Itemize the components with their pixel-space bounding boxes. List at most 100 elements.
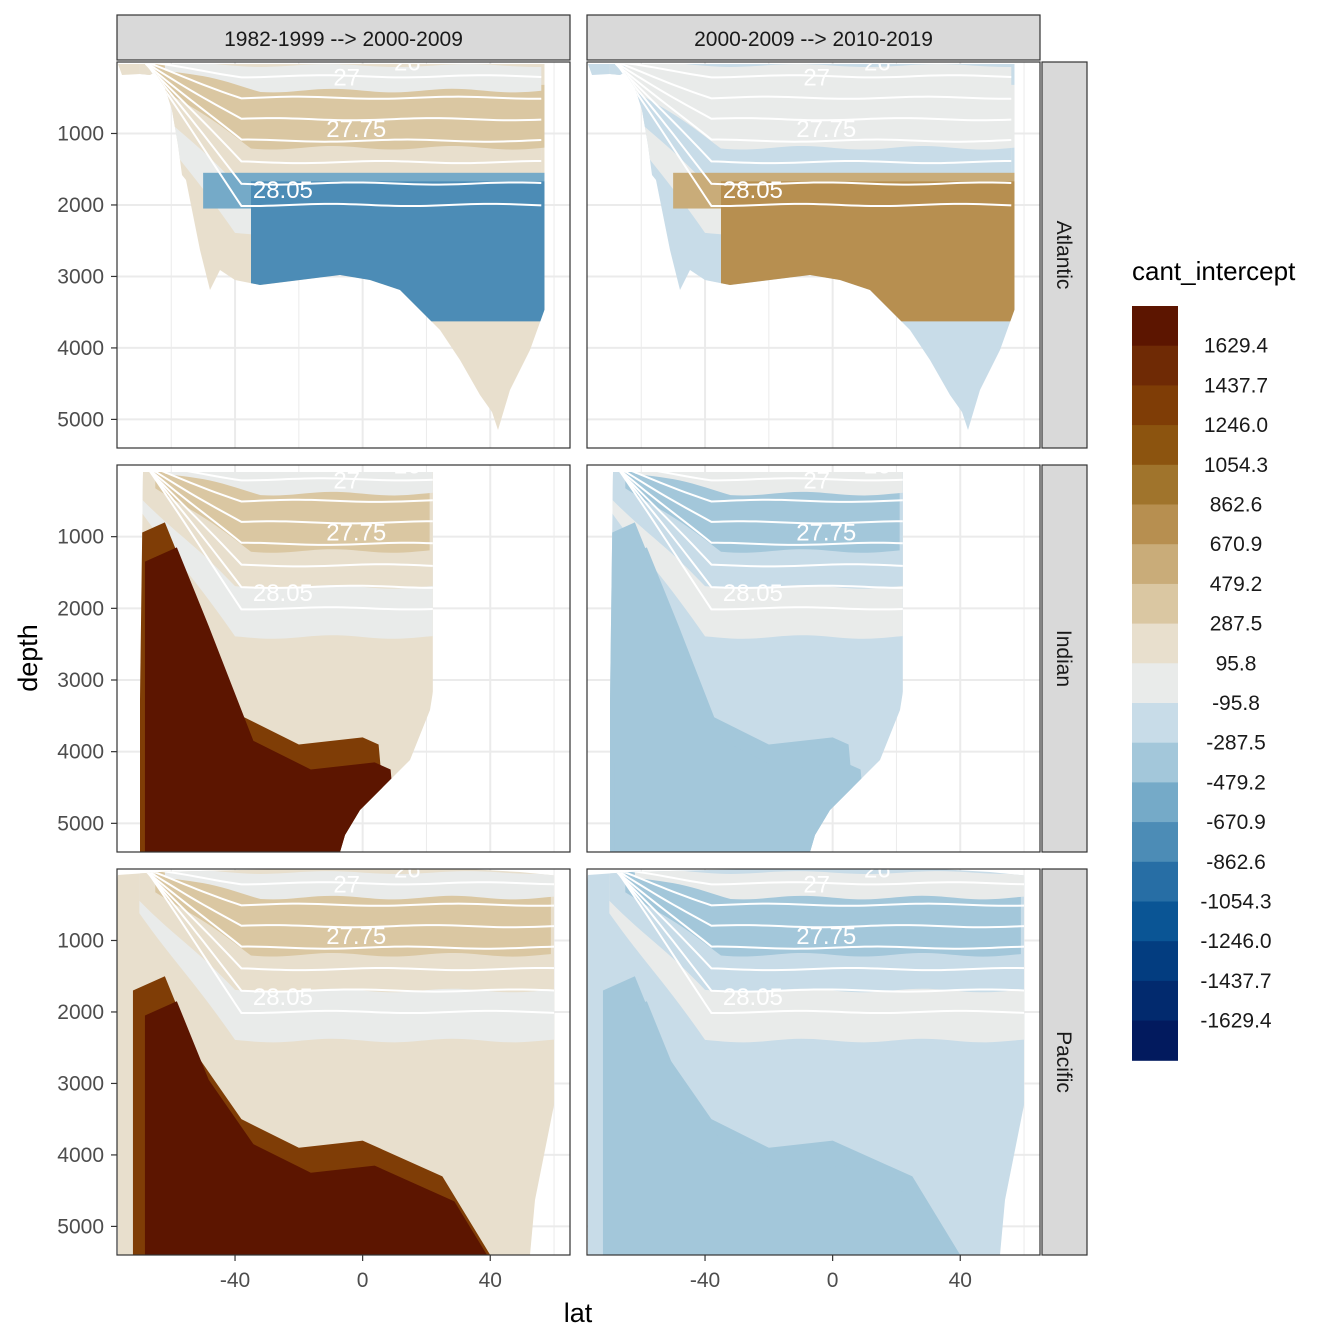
isopycnal-line — [615, 472, 903, 546]
y-tick-label: 3000 — [57, 1072, 104, 1095]
contour-fill-surface — [634, 472, 903, 496]
facet-strip-row-label: Atlantic — [1052, 221, 1075, 290]
legend-break-label: 1629.4 — [1204, 335, 1269, 358]
isopycnal-line — [615, 472, 903, 482]
isopycnal-label: 27.75 — [796, 923, 856, 950]
legend-title: cant_intercept — [1132, 256, 1296, 286]
contour-field: 26 27 27.75 28.05 — [610, 453, 903, 852]
panel-indian-2: 26 27 27.75 28.05 — [586, 453, 1041, 853]
isopycnal-line — [614, 64, 1012, 186]
isopycnal-line — [145, 472, 433, 525]
y-tick-label: 2000 — [57, 597, 104, 620]
x-tick-label: 0 — [357, 1269, 369, 1292]
isopycnal-line — [145, 868, 555, 907]
isopycnal-label: 26 — [864, 857, 891, 884]
isopycnal-label: 27 — [333, 468, 360, 495]
legend-color-swatch — [1132, 345, 1178, 386]
isopycnal-line — [614, 472, 903, 611]
isopycnal-label: 26 — [864, 453, 891, 480]
isopycnal-label: 28.05 — [253, 580, 313, 607]
legend-color-swatch — [1132, 544, 1178, 585]
isopycnal-label: 28.05 — [253, 177, 313, 204]
contour-fill-surface — [634, 869, 1025, 900]
contour-fill-feature-core — [144, 547, 401, 852]
x-tick-label: 40 — [949, 1269, 972, 1292]
isopycnal-label: 27 — [803, 65, 830, 92]
isopycnal-line — [145, 472, 433, 482]
legend-color-swatch — [1132, 901, 1178, 942]
contour-fill-surface — [164, 64, 542, 93]
contour-fill-feature-core — [144, 1001, 503, 1255]
x-axis-title: lat — [564, 1298, 593, 1328]
isopycnal-line — [144, 472, 433, 568]
isopycnal-line — [614, 64, 1012, 165]
isopycnal-line — [614, 869, 1025, 993]
contour-fill-surface — [634, 64, 1012, 93]
legend-break-label: -1246.0 — [1200, 930, 1271, 953]
isopycnal-line — [145, 868, 555, 929]
isopycnal-label: 27 — [803, 872, 830, 899]
legend-color-swatch — [1132, 583, 1178, 625]
isopycnal-line — [614, 64, 1012, 208]
contour-field: 26 27 27.75 28.05 — [587, 857, 1025, 1255]
legend-break-label: -1054.3 — [1200, 891, 1271, 914]
legend-color-swatch — [1132, 464, 1178, 505]
y-tick-label: 1000 — [57, 929, 104, 952]
legend-break-label: 479.2 — [1210, 573, 1263, 596]
x-tick-label: 0 — [827, 1269, 839, 1292]
isopycnal-line — [615, 868, 1025, 929]
y-tick-label: 5000 — [57, 408, 104, 431]
isopycnal-line — [144, 64, 542, 186]
isopycnal-label: 27 — [333, 65, 360, 92]
legend-break-label: 1246.0 — [1204, 414, 1268, 437]
isopycnal-label: 26 — [864, 50, 891, 77]
facet-strip-row — [1041, 464, 1088, 853]
y-tick-label: 5000 — [57, 1215, 104, 1238]
y-tick-label: 4000 — [57, 337, 104, 360]
facet-strip-column-label: 2000-2009 --> 2010-2019 — [694, 28, 933, 51]
legend-color-swatch — [1132, 703, 1178, 744]
isopycnal-line — [145, 869, 555, 950]
isopycnal-line — [614, 868, 1025, 1015]
legend-break-label: 670.9 — [1210, 533, 1263, 556]
isopycnal-label: 26 — [394, 50, 421, 77]
isopycnal-line — [144, 64, 542, 208]
panel-border — [116, 868, 571, 1256]
panel-atlantic-2: 26 27 27.75 28.05 — [586, 50, 1041, 449]
facet-strip-column — [116, 14, 571, 61]
contour-fill-feature-core — [614, 547, 871, 852]
legend-color-swatch — [1132, 385, 1178, 426]
isopycnal-label: 27.75 — [326, 923, 386, 950]
isopycnal-line — [615, 64, 1012, 122]
legend-break-label: -670.9 — [1206, 811, 1266, 834]
y-tick-label: 5000 — [57, 812, 104, 835]
isopycnal-line — [615, 869, 1025, 950]
facet-strip-column-label: 1982-1999 --> 2000-2009 — [224, 28, 463, 51]
legend-break-label: 1054.3 — [1204, 454, 1268, 477]
legend-break-label: -479.2 — [1206, 771, 1266, 794]
legend-color-swatch — [1132, 663, 1178, 704]
panel-border — [116, 61, 571, 449]
contour-fill-surface — [164, 869, 555, 900]
legend-color-swatch — [1132, 425, 1178, 466]
x-tick-label: -40 — [690, 1269, 720, 1292]
isopycnal-label: 27 — [333, 872, 360, 899]
panel-atlantic-1: 26 27 27.75 28.05 — [116, 50, 571, 449]
legend-break-label: -95.8 — [1212, 692, 1260, 715]
isopycnal-label: 27 — [803, 468, 830, 495]
isopycnal-label: 28.05 — [723, 580, 783, 607]
contour-field: 26 27 27.75 28.05 — [117, 868, 555, 1255]
isopycnal-label: 27.75 — [796, 519, 856, 546]
facet-strip-row — [1041, 61, 1088, 449]
panel-border — [586, 868, 1041, 1256]
legend-color-swatch — [1132, 941, 1178, 982]
legend-color-swatch — [1132, 822, 1178, 863]
y-tick-label: 1000 — [57, 526, 104, 549]
legend-color-swatch — [1132, 623, 1178, 664]
y-tick-label: 3000 — [57, 265, 104, 288]
panel-border — [586, 464, 1041, 853]
isopycnal-line — [145, 64, 542, 122]
isopycnal-line — [144, 869, 555, 993]
panel-border — [116, 464, 571, 853]
